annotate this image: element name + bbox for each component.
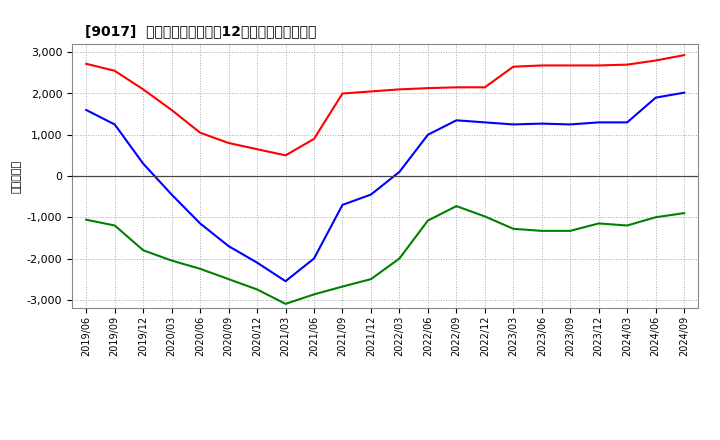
フリーCF bbox=[423, 132, 432, 137]
営業CF bbox=[225, 140, 233, 146]
投資CF bbox=[196, 266, 204, 271]
投資CF bbox=[366, 276, 375, 282]
営業CF bbox=[452, 84, 461, 90]
フリーCF bbox=[652, 95, 660, 100]
投資CF bbox=[537, 228, 546, 234]
フリーCF bbox=[566, 122, 575, 127]
フリーCF bbox=[225, 243, 233, 249]
Line: 投資CF: 投資CF bbox=[86, 206, 684, 304]
Line: 営業CF: 営業CF bbox=[86, 55, 684, 155]
投資CF bbox=[225, 276, 233, 282]
営業CF bbox=[253, 147, 261, 152]
投資CF bbox=[623, 223, 631, 228]
投資CF bbox=[167, 258, 176, 263]
Text: [9017]  キャッシュフローの12か月移動合計の推移: [9017] キャッシュフローの12か月移動合計の推移 bbox=[84, 25, 316, 39]
投資CF bbox=[253, 287, 261, 292]
投資CF bbox=[282, 301, 290, 307]
フリーCF bbox=[366, 192, 375, 197]
フリーCF bbox=[509, 122, 518, 127]
営業CF bbox=[82, 61, 91, 66]
営業CF bbox=[423, 85, 432, 91]
投資CF bbox=[82, 217, 91, 222]
営業CF bbox=[282, 153, 290, 158]
フリーCF bbox=[537, 121, 546, 126]
営業CF bbox=[509, 64, 518, 70]
営業CF bbox=[566, 63, 575, 68]
営業CF bbox=[595, 63, 603, 68]
フリーCF bbox=[282, 279, 290, 284]
フリーCF bbox=[595, 120, 603, 125]
Line: フリーCF: フリーCF bbox=[86, 93, 684, 281]
営業CF bbox=[167, 107, 176, 113]
営業CF bbox=[623, 62, 631, 67]
投資CF bbox=[566, 228, 575, 234]
フリーCF bbox=[253, 260, 261, 265]
フリーCF bbox=[338, 202, 347, 208]
フリーCF bbox=[196, 221, 204, 226]
営業CF bbox=[366, 89, 375, 94]
営業CF bbox=[480, 84, 489, 90]
投資CF bbox=[480, 214, 489, 219]
フリーCF bbox=[623, 120, 631, 125]
営業CF bbox=[310, 136, 318, 142]
フリーCF bbox=[680, 90, 688, 95]
営業CF bbox=[537, 63, 546, 68]
フリーCF bbox=[110, 122, 119, 127]
営業CF bbox=[680, 52, 688, 58]
営業CF bbox=[196, 130, 204, 136]
投資CF bbox=[139, 248, 148, 253]
投資CF bbox=[110, 223, 119, 228]
投資CF bbox=[509, 226, 518, 231]
営業CF bbox=[395, 87, 404, 92]
投資CF bbox=[595, 221, 603, 226]
営業CF bbox=[110, 68, 119, 73]
投資CF bbox=[310, 292, 318, 297]
Y-axis label: （百万円）: （百万円） bbox=[11, 159, 21, 193]
投資CF bbox=[395, 256, 404, 261]
フリーCF bbox=[452, 117, 461, 123]
フリーCF bbox=[310, 256, 318, 261]
営業CF bbox=[652, 58, 660, 63]
営業CF bbox=[338, 91, 347, 96]
営業CF bbox=[139, 87, 148, 92]
フリーCF bbox=[395, 169, 404, 175]
投資CF bbox=[452, 203, 461, 209]
フリーCF bbox=[167, 192, 176, 197]
フリーCF bbox=[139, 161, 148, 166]
フリーCF bbox=[480, 120, 489, 125]
投資CF bbox=[680, 210, 688, 216]
投資CF bbox=[652, 215, 660, 220]
投資CF bbox=[338, 284, 347, 289]
フリーCF bbox=[82, 107, 91, 113]
投資CF bbox=[423, 218, 432, 223]
